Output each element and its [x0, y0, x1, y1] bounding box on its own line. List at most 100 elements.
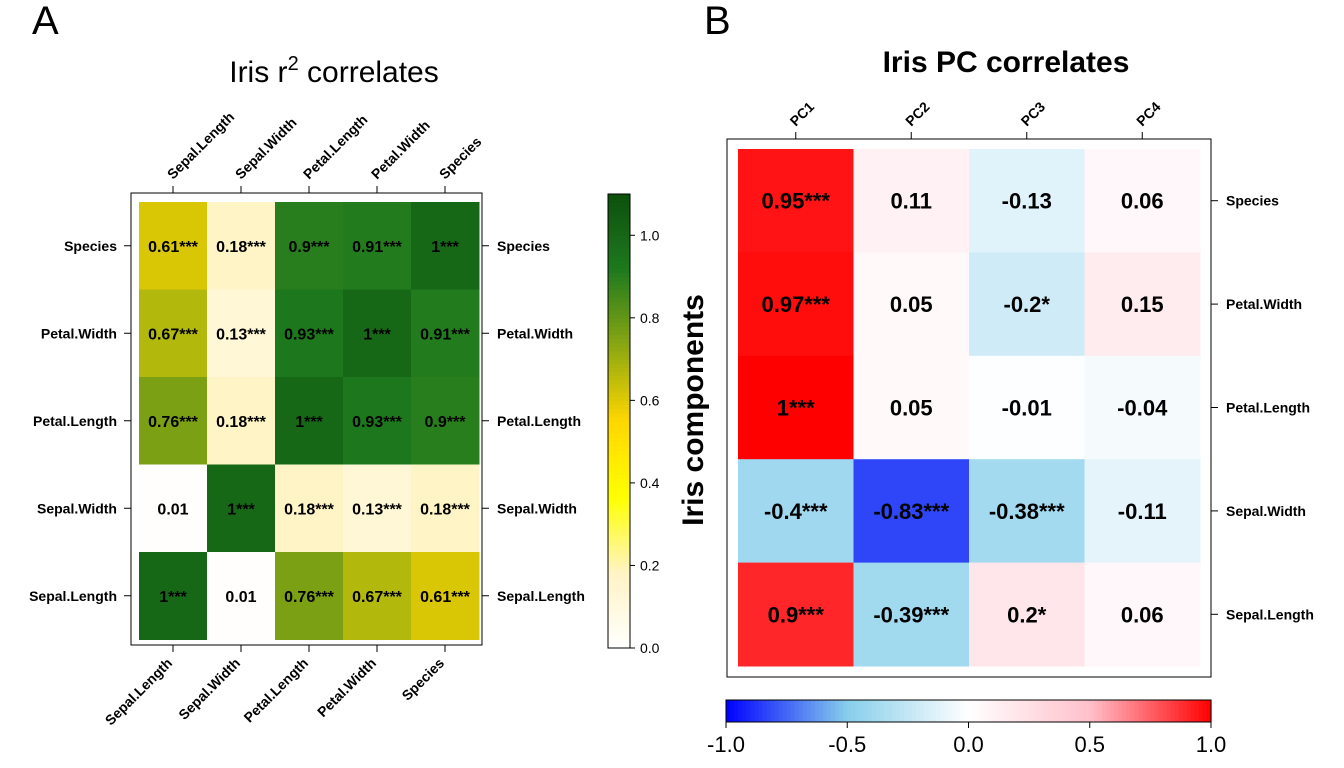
- colorbar-segment: [608, 635, 630, 641]
- panel-b-pc-heatmap: Iris PC correlates Iris components 0.95*…: [677, 46, 1314, 757]
- heatmap-cell: [139, 552, 208, 640]
- colorbar-segment: [608, 206, 630, 212]
- colorbar-segment: [1126, 700, 1131, 722]
- panel-letter-a: A: [32, 0, 59, 43]
- col-label-top: Petal.Width: [368, 117, 433, 182]
- colorbar-segment: [1097, 700, 1103, 722]
- colorbar-segment: [907, 700, 913, 722]
- cell-value-label: 0.97***: [761, 292, 830, 317]
- colorbar-segment: [726, 700, 731, 722]
- colorbar-segment: [887, 700, 893, 722]
- colorbar-segment: [608, 507, 630, 513]
- cell-value-label: 0.01: [225, 589, 256, 606]
- colorbar-segment: [855, 700, 860, 722]
- colorbar-segment: [851, 700, 856, 722]
- colorbar-segment: [608, 532, 630, 538]
- heatmap-cell: [853, 355, 970, 460]
- colorbar-tick-label: -0.5: [828, 732, 866, 757]
- cell-value-label: 1***: [295, 414, 323, 431]
- colorbar-segment: [608, 421, 630, 426]
- cell-value-label: 1***: [431, 239, 459, 256]
- cell-value-label: 1***: [227, 501, 255, 518]
- colorbar-segment: [1057, 700, 1063, 722]
- cell-value-label: 0.05: [890, 396, 933, 421]
- cell-value-label: -0.11: [1118, 499, 1167, 524]
- colorbar-segment: [831, 700, 836, 722]
- cell-value-label: -0.2*: [1004, 292, 1051, 317]
- cell-value-label: 0.06: [1121, 602, 1164, 627]
- colorbar-segment: [790, 700, 796, 722]
- colorbar-segment: [802, 700, 808, 722]
- colorbar-segment: [1017, 700, 1022, 722]
- colorbar-segment: [608, 540, 630, 546]
- colorbar-segment: [608, 214, 630, 220]
- colorbar-segment: [608, 194, 630, 199]
- colorbar-segment: [608, 544, 630, 550]
- colorbar-segment: [730, 700, 735, 722]
- cell-value-label: 0.76***: [148, 414, 199, 431]
- colorbar-segment: [1198, 700, 1204, 722]
- panel-a-r2-heatmap: Iris r2 correlates 0.61*** 0.18*** 0.9*** 0…: [29, 53, 660, 728]
- colorbar-segment: [1053, 700, 1059, 722]
- colorbar-segment: [911, 700, 917, 722]
- heatmap-cell: [139, 289, 208, 378]
- cell-value-label: 0.9***: [425, 414, 467, 431]
- colorbar-segment: [1004, 700, 1010, 722]
- colorbar-segment: [608, 288, 630, 294]
- colorbar-segment: [608, 305, 630, 311]
- colorbar-segment: [1085, 700, 1091, 722]
- colorbar-segment: [863, 700, 869, 722]
- heatmap-cell: [207, 552, 276, 640]
- colorbar-segment: [968, 700, 974, 722]
- cell-value-label: -0.39***: [873, 602, 949, 627]
- colorbar-segment: [1162, 700, 1168, 722]
- colorbar-segment: [891, 700, 897, 722]
- cell-value-label: -0.38***: [989, 499, 1065, 524]
- row-label-right: Sepal.Length: [497, 588, 585, 604]
- row-label-right: Petal.Length: [1226, 400, 1310, 416]
- cell-value-label: 0.05: [890, 292, 933, 317]
- colorbar-segment: [608, 619, 630, 624]
- colorbar-segment: [608, 367, 630, 373]
- colorbar-segment: [608, 462, 630, 467]
- colorbar-segment: [608, 458, 630, 463]
- colorbar-tick-label: 0.5: [1074, 732, 1105, 757]
- heatmap-cell: [853, 562, 970, 667]
- colorbar-segment: [1109, 700, 1115, 722]
- colorbar-segment: [879, 700, 885, 722]
- heatmap-cell: [969, 355, 1085, 460]
- cell-value-label: 0.18***: [216, 414, 267, 431]
- row-label-left: Sepal.Width: [37, 500, 117, 516]
- heatmap-cell: [969, 252, 1085, 357]
- heatmap-cell: [1084, 149, 1201, 253]
- heatmap-cell: [738, 149, 854, 253]
- colorbar-segment: [608, 557, 630, 562]
- heatmap-cell: [139, 202, 208, 290]
- colorbar-segment: [867, 700, 873, 722]
- heatmap-cell: [207, 377, 276, 465]
- cell-value-label: -0.83***: [873, 499, 949, 524]
- row-label-right: Sepal.Length: [1226, 606, 1314, 622]
- colorbar-segment: [936, 700, 941, 722]
- colorbar-segment: [758, 700, 763, 722]
- cell-value-label: 0.06: [1121, 189, 1164, 214]
- colorbar-segment: [608, 280, 630, 286]
- colorbar-segment: [608, 268, 630, 274]
- colorbar-segment: [1081, 700, 1087, 722]
- colorbar-segment: [608, 255, 630, 261]
- colorbar-segment: [608, 375, 630, 381]
- colorbar-segment: [608, 346, 630, 352]
- row-label-left: Petal.Length: [33, 413, 117, 429]
- colorbar-segment: [883, 700, 889, 722]
- colorbar-segment: [608, 326, 630, 331]
- colorbar-segment: [750, 700, 755, 722]
- colorbar-segment: [774, 700, 780, 722]
- colorbar-segment: [608, 202, 630, 207]
- colorbar-segment: [608, 491, 630, 496]
- col-label-top: PC4: [1133, 98, 1164, 129]
- panel-b-title: Iris PC correlates: [883, 46, 1130, 79]
- heatmap-cell: [343, 377, 412, 465]
- colorbar-segment: [608, 524, 630, 529]
- col-label-top: Sepal.Length: [164, 109, 237, 182]
- colorbar-segment: [608, 359, 630, 364]
